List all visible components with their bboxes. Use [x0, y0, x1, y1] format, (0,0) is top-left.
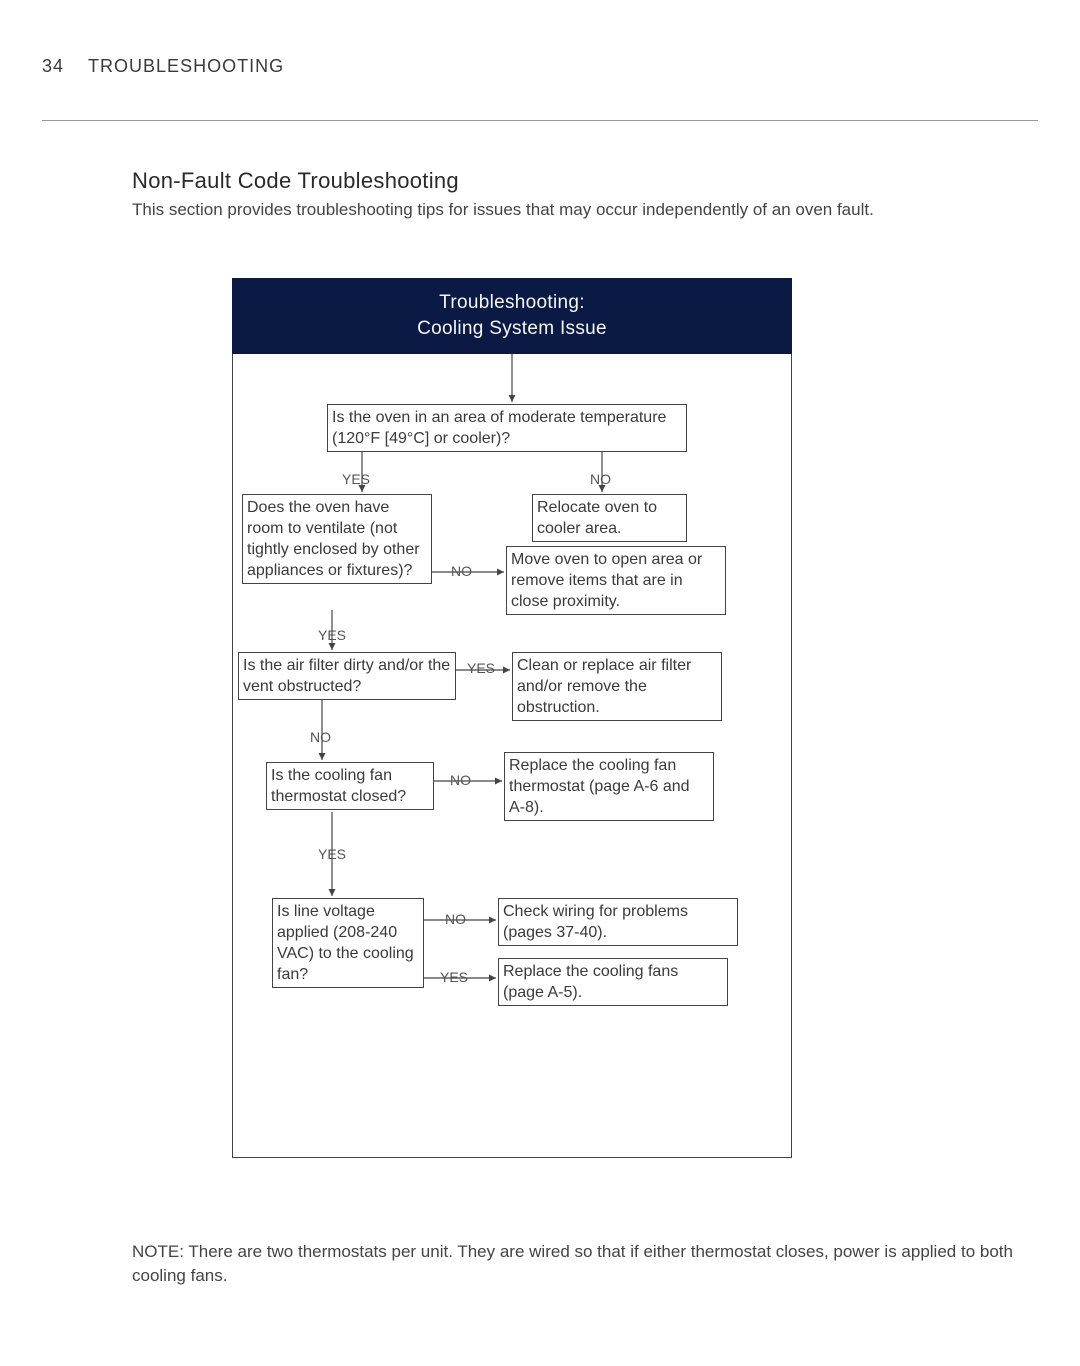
flowchart: Troubleshooting: Cooling System Issue [232, 278, 792, 1158]
node-q-filter: Is the air filter dirty and/or the vent … [238, 652, 456, 700]
node-a-replace-fans: Replace the cooling fans (page A-5). [498, 958, 728, 1006]
node-a-replace-thermo: Replace the cooling fan thermostat (page… [504, 752, 714, 821]
node-a-move: Move oven to open area or remove items t… [506, 546, 726, 615]
footnote: NOTE: There are two thermostats per unit… [132, 1240, 1020, 1288]
edge-yes: YES [440, 969, 468, 985]
edge-yes: YES [467, 660, 495, 676]
chart-title: Troubleshooting: Cooling System Issue [232, 278, 792, 354]
node-q-thermostat: Is the cooling fan thermostat closed? [266, 762, 434, 810]
page-number: 34 [42, 56, 64, 76]
edge-no: NO [590, 471, 611, 487]
header-rule [42, 120, 1038, 121]
node-a-relocate: Relocate oven to cooler area. [532, 494, 687, 542]
node-q-temperature: Is the oven in an area of moderate tempe… [327, 404, 687, 452]
intro-text: This section provides troubleshooting ti… [132, 200, 1020, 220]
edge-yes: YES [318, 846, 346, 862]
edge-no: NO [445, 911, 466, 927]
edge-yes: YES [342, 471, 370, 487]
section-title: Non-Fault Code Troubleshooting [132, 168, 459, 194]
header-section: TROUBLESHOOTING [88, 56, 284, 76]
node-a-clean: Clean or replace air filter and/or remov… [512, 652, 722, 721]
node-q-ventilate: Does the oven have room to ventilate (no… [242, 494, 432, 584]
chart-title-line1: Troubleshooting: [232, 290, 792, 316]
edge-no: NO [451, 563, 472, 579]
node-q-voltage: Is line voltage applied (208-240 VAC) to… [272, 898, 424, 988]
edge-no: NO [310, 729, 331, 745]
chart-title-line2: Cooling System Issue [232, 316, 792, 342]
edge-yes: YES [318, 627, 346, 643]
page-header: 34 TROUBLESHOOTING [42, 56, 284, 77]
edge-no: NO [450, 772, 471, 788]
node-a-wiring: Check wiring for problems (pages 37-40). [498, 898, 738, 946]
